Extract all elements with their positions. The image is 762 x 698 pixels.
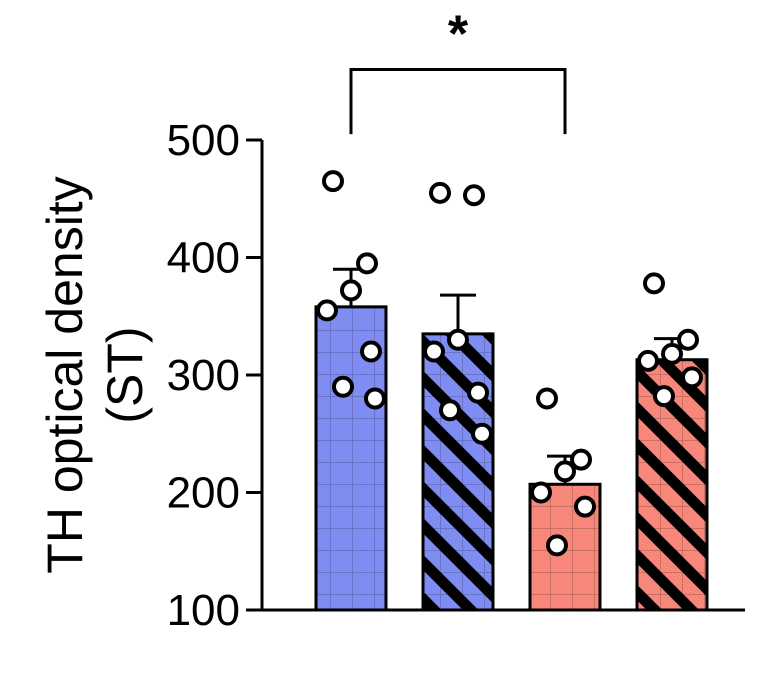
data-point	[643, 272, 665, 295]
data-point	[340, 279, 362, 302]
data-point	[570, 448, 592, 471]
data-point	[536, 387, 558, 410]
data-point	[316, 299, 338, 322]
data-point	[322, 170, 344, 193]
y-tick-label: 400	[167, 234, 240, 283]
y-tick-label: 100	[167, 586, 240, 635]
data-point	[653, 385, 675, 408]
data-point	[429, 181, 451, 204]
data-point	[574, 495, 596, 518]
data-point	[661, 342, 683, 365]
data-point	[360, 340, 382, 363]
bars-group	[314, 170, 709, 612]
data-point	[332, 375, 354, 398]
significance-bracket-line	[349, 68, 567, 135]
significance-marker: *	[448, 6, 469, 64]
bar-hatch	[423, 333, 493, 610]
data-point	[677, 328, 699, 351]
bar-group	[421, 181, 495, 612]
y-tick-label: 200	[167, 469, 240, 518]
data-point	[554, 460, 576, 483]
y-axis-label-line: (ST)	[97, 326, 153, 423]
data-point	[471, 422, 493, 445]
data-point	[546, 534, 568, 557]
bar-group	[635, 272, 709, 612]
data-point	[447, 328, 469, 351]
bar-group	[314, 170, 388, 612]
data-point	[439, 399, 461, 422]
y-tick-label: 300	[167, 351, 240, 400]
bar-group	[528, 387, 602, 612]
significance-bracket: *	[349, 6, 567, 135]
data-point	[356, 252, 378, 275]
data-point	[637, 349, 659, 372]
data-point	[364, 387, 386, 410]
data-point	[681, 366, 703, 389]
data-point	[467, 381, 489, 404]
y-tick-label: 500	[167, 116, 240, 165]
data-point	[423, 340, 445, 363]
data-point	[463, 184, 485, 207]
y-axis-label: TH optical density (ST)	[37, 176, 153, 573]
y-axis-label-line: TH optical density	[37, 176, 93, 573]
data-point	[530, 481, 552, 504]
